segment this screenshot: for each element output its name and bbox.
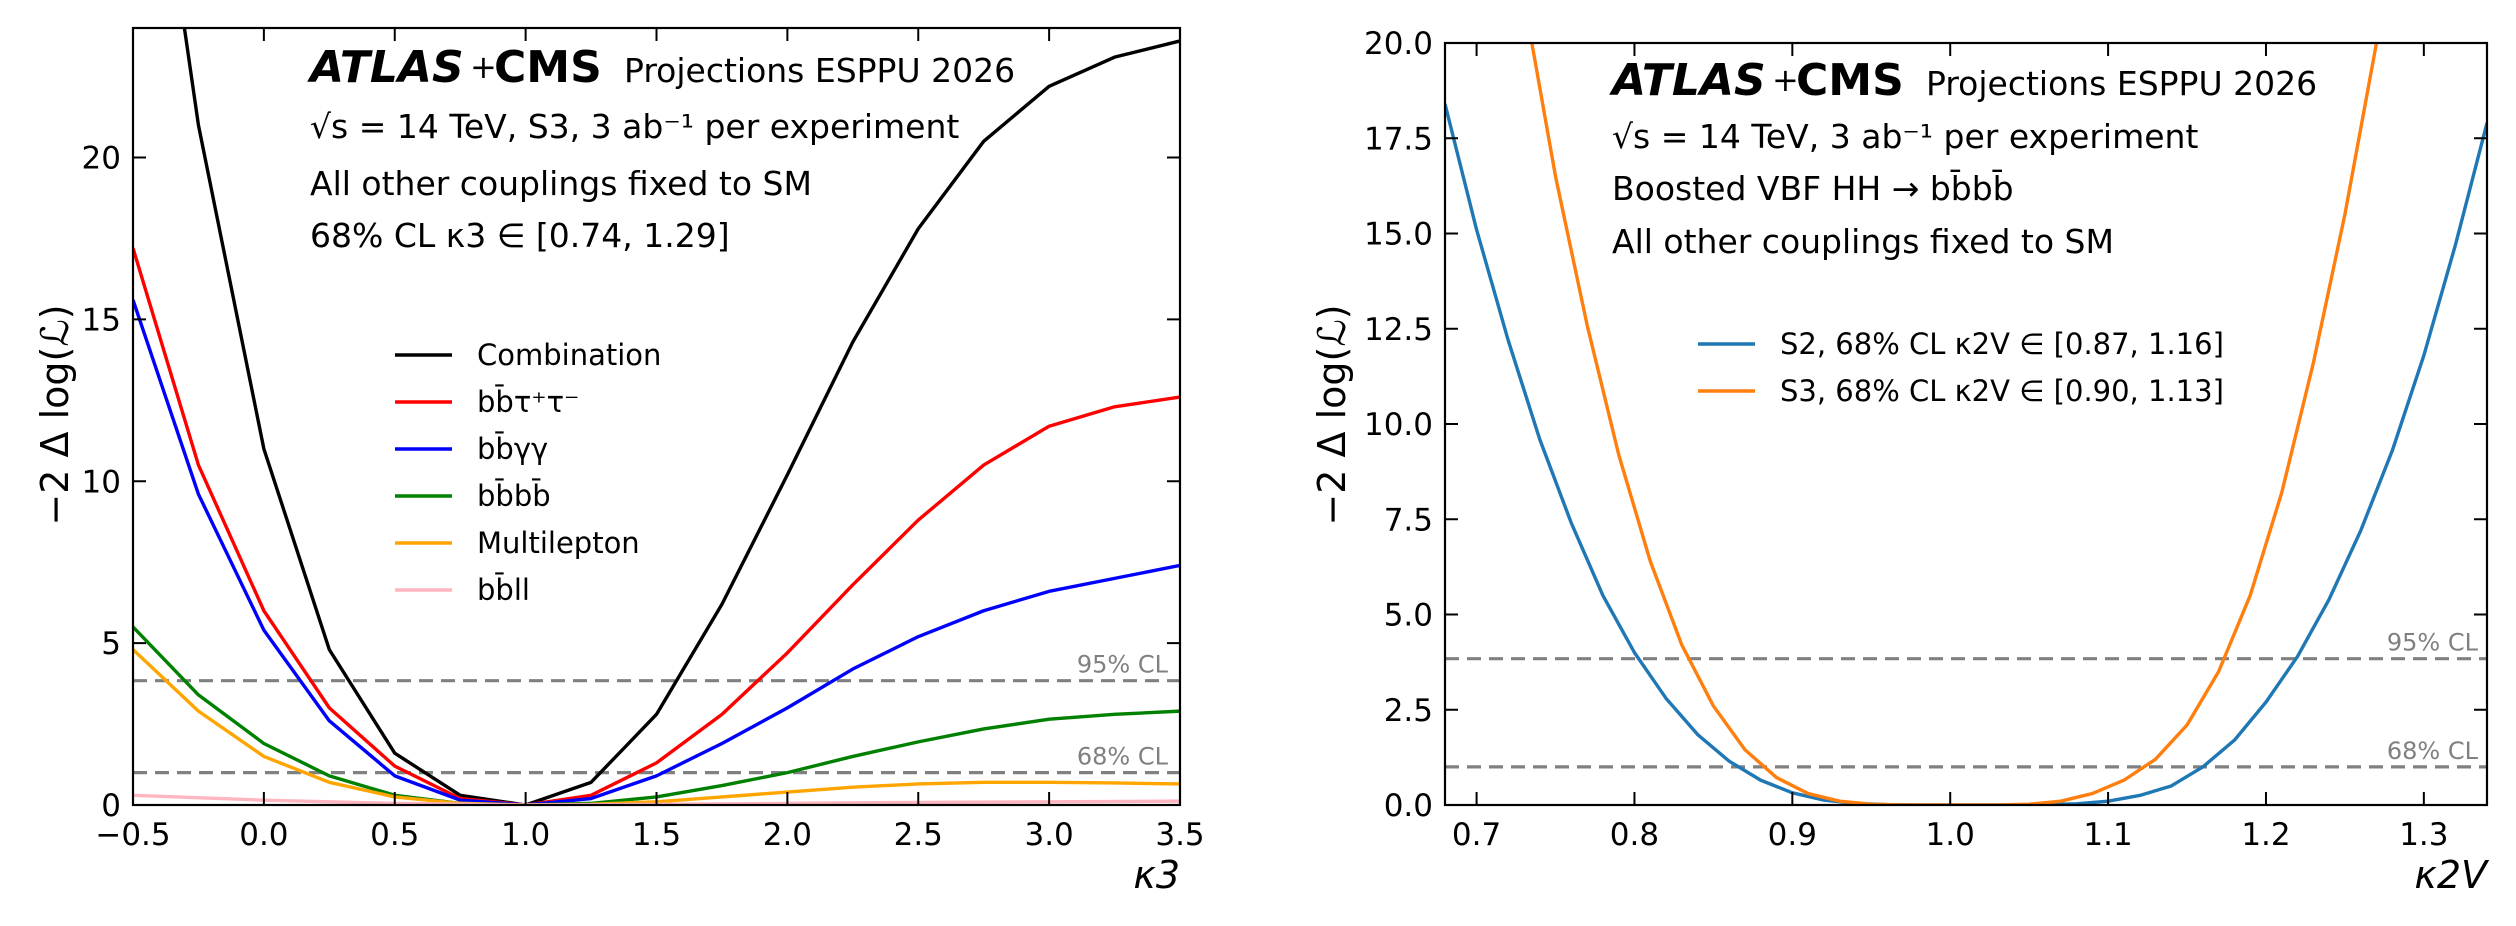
legend-label-1: S3, 68% CL κ2V ∈ [0.90, 1.13] <box>1780 374 2224 408</box>
annotation-energy-line: √s = 14 TeV, S3, 3 ab⁻¹ per experiment <box>310 107 959 146</box>
y-tick-label: 15.0 <box>1364 217 1433 253</box>
cms-label: CMS <box>1796 55 1904 106</box>
x-tick-label: −0.5 <box>95 817 170 853</box>
legend-label-1: bb̄τ⁺τ⁻ <box>477 385 579 419</box>
series-group <box>1445 43 2487 805</box>
series-line-4 <box>133 648 1180 805</box>
plot-frame <box>1443 41 2489 807</box>
x-tick-label: 1.3 <box>2399 817 2448 853</box>
x-tick-label: 0.5 <box>370 817 419 853</box>
x-tick-label: 0.8 <box>1610 817 1659 853</box>
y-tick-label: 5 <box>101 626 121 662</box>
y-axis-title: −2 Δ log(ℒ) <box>33 304 77 525</box>
x-axis-title: κ2V <box>2414 853 2490 897</box>
cl-reference-label: 68% CL <box>1077 743 1169 771</box>
legend-label-5: bb̄ll <box>477 573 530 607</box>
cl-reference-label: 68% CL <box>2387 737 2479 765</box>
plus-sign: + <box>1772 61 1799 99</box>
left-panel-kappa3: 95% CL 68% CL −0.5 0.0 0.5 1.0 1.5 2.0 2.5 3.0 3.5… <box>33 26 1205 897</box>
x-tick-label: 2.5 <box>894 817 943 853</box>
annotation-energy-line: √s = 14 TeV, 3 ab⁻¹ per experiment <box>1612 117 2198 156</box>
atlas-label: ATLAS <box>1609 55 1766 106</box>
series-line-1 <box>1530 43 2379 805</box>
series-line-0 <box>1445 103 2487 805</box>
legend-label-2: bb̄γγ <box>477 432 548 466</box>
x-tick-label: 3.5 <box>1155 817 1204 853</box>
series-line-1 <box>133 247 1180 805</box>
legend-label-0: S2, 68% CL κ2V ∈ [0.87, 1.16] <box>1780 327 2224 361</box>
cl-reference-label: 95% CL <box>2387 629 2479 657</box>
x-tick-label: 2.0 <box>763 817 812 853</box>
y-tick-label: 17.5 <box>1364 121 1433 157</box>
x-tick-label: 1.0 <box>1926 817 1975 853</box>
annotation-cl-line: 68% CL κ3 ∈ [0.74, 1.29] <box>310 216 730 255</box>
y-tick-label: 10.0 <box>1364 407 1433 443</box>
series-line-0 <box>182 28 1180 805</box>
atlas-label: ATLAS <box>307 42 464 93</box>
legend-label-3: bb̄bb̄ <box>477 479 551 513</box>
y-axis-title: −2 Δ log(ℒ) <box>1310 304 1354 525</box>
y-tick-label: 0.0 <box>1384 788 1433 824</box>
y-tick-label: 20 <box>82 141 121 177</box>
y-tick-label: 0 <box>101 788 121 824</box>
x-tick-label: 1.0 <box>501 817 550 853</box>
annotation-channel-line: Boosted VBF HH → bb̄bb̄ <box>1612 168 2014 208</box>
annotation-couplings-line: All other couplings fixed to SM <box>1612 222 2114 261</box>
y-tick-label: 10 <box>82 464 121 500</box>
projection-label: Projections ESPPU 2026 <box>624 51 1015 90</box>
projection-label: Projections ESPPU 2026 <box>1926 64 2317 103</box>
x-axis-title: κ3 <box>1133 853 1180 897</box>
plus-sign: + <box>470 48 497 86</box>
cl-reference-label: 95% CL <box>1077 651 1169 679</box>
x-tick-label: 1.2 <box>2241 817 2290 853</box>
y-tick-label: 2.5 <box>1384 693 1433 729</box>
cms-label: CMS <box>494 42 602 93</box>
x-tick-label: 3.0 <box>1024 817 1073 853</box>
series-line-2 <box>133 299 1180 805</box>
x-tick-label: 0.9 <box>1768 817 1817 853</box>
right-panel-kappa2v: 95% CL 68% CL 0.7 0.8 0.9 1.0 1.1 1.2 1.3 0.0 2.5 5… <box>1310 26 2490 897</box>
y-tick-label: 20.0 <box>1364 26 1433 62</box>
x-tick-label: 0.7 <box>1452 817 1501 853</box>
x-tick-label: 0.0 <box>239 817 288 853</box>
x-tick-label: 1.1 <box>2083 817 2132 853</box>
y-tick-label: 15 <box>82 302 121 338</box>
legend-label-4: Multilepton <box>477 526 640 560</box>
annotation-couplings-line: All other couplings fixed to SM <box>310 164 812 203</box>
y-tick-label: 5.0 <box>1384 598 1433 634</box>
legend-label-0: Combination <box>477 338 661 372</box>
x-tick-label: 1.5 <box>632 817 681 853</box>
y-tick-label: 7.5 <box>1384 502 1433 538</box>
y-tick-label: 12.5 <box>1364 312 1433 348</box>
